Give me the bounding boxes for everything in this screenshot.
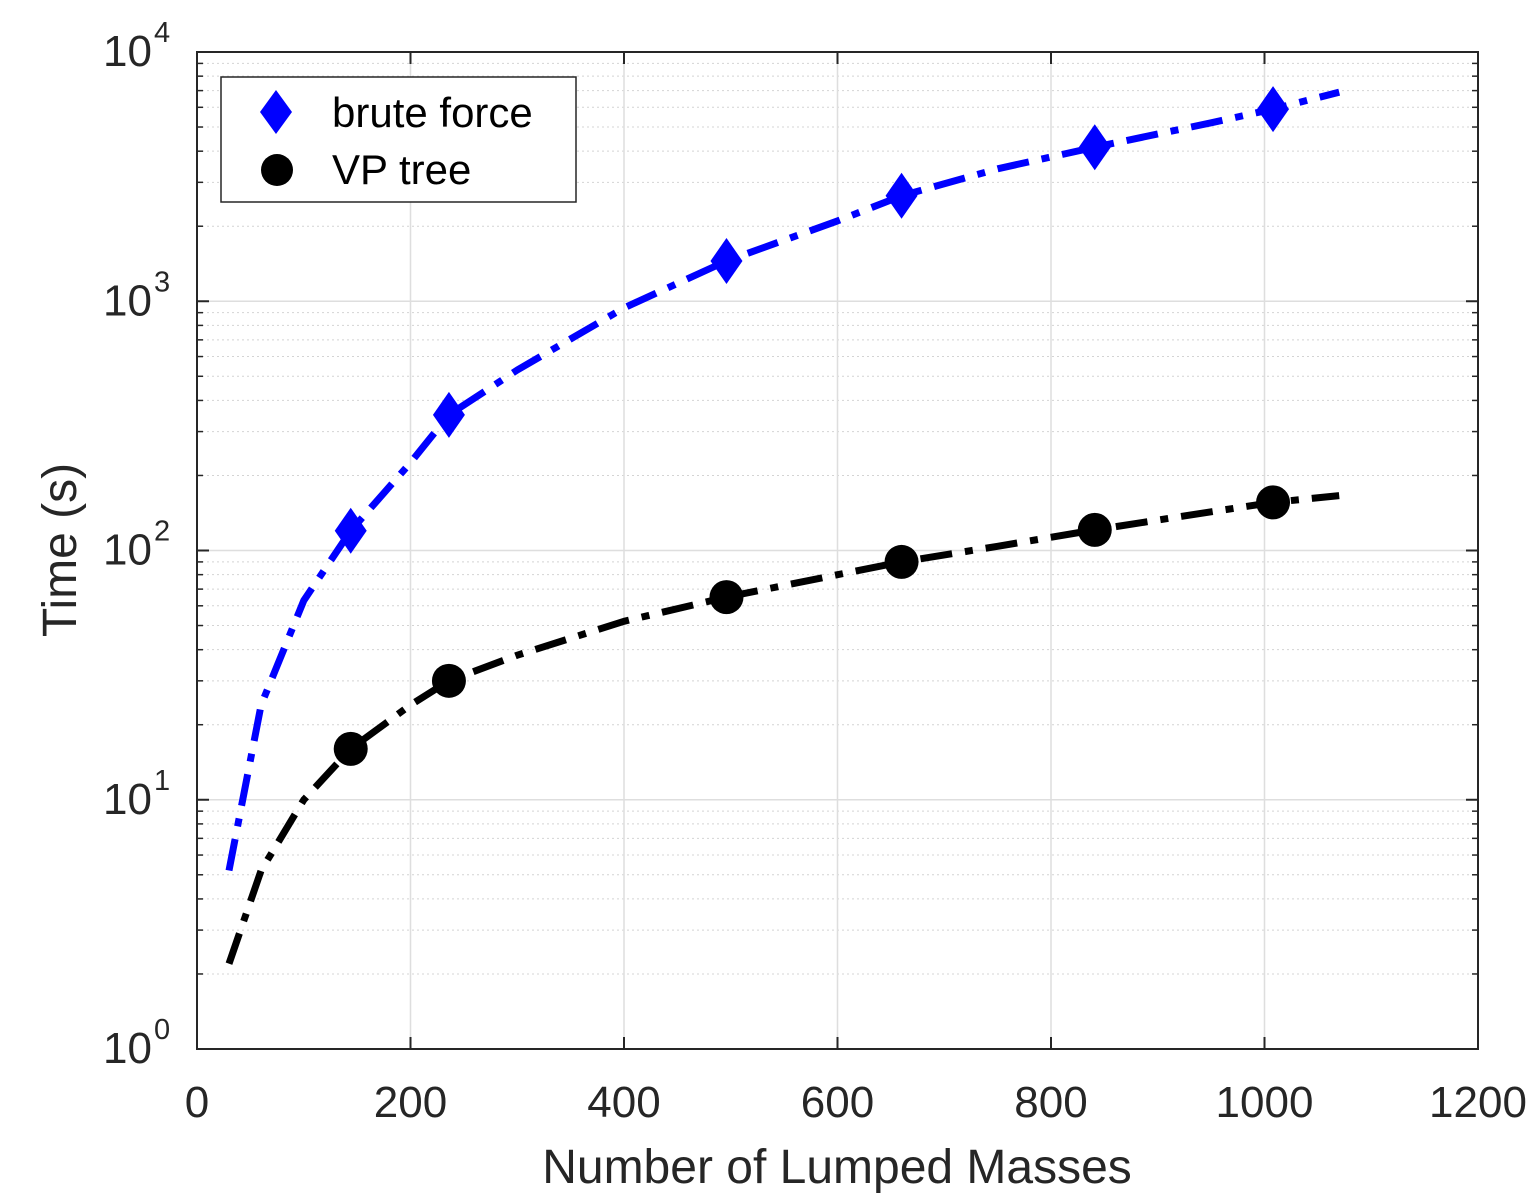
data-point-vp-tree (884, 544, 919, 579)
data-point-brute-force (1257, 86, 1290, 133)
y-tick-exponent: 1 (154, 765, 170, 797)
data-point-brute-force (334, 507, 367, 554)
legend-label-brute-force: brute force (332, 89, 533, 136)
x-tick-label: 600 (801, 1078, 874, 1127)
data-point-brute-force (1078, 124, 1111, 171)
y-axis-title: Time (s) (34, 463, 87, 637)
x-tick-label: 0 (185, 1078, 209, 1127)
x-axis-title: Number of Lumped Masses (542, 1141, 1132, 1194)
legend-label-vp-tree: VP tree (332, 146, 471, 193)
data-point-brute-force (885, 172, 918, 219)
data-point-brute-force (710, 238, 743, 285)
y-tick-exponent: 2 (154, 516, 170, 548)
legend: brute force VP tree (220, 76, 577, 203)
fit-lines (225, 88, 1341, 965)
y-tick-label: 10 (103, 1024, 152, 1073)
data-point-vp-tree (431, 663, 466, 698)
fit-line-series-0 (225, 88, 1341, 872)
x-tick-labels: 0 200 400 600 800 1000 1200 (185, 1078, 1527, 1127)
y-tick-label: 10 (103, 276, 152, 325)
y-tick-exponent: 0 (154, 1014, 170, 1046)
legend-marker-vp-tree (261, 154, 293, 186)
x-tick-label: 800 (1014, 1078, 1087, 1127)
y-tick-exponent: 3 (154, 266, 170, 298)
markers (333, 86, 1291, 766)
data-point-vp-tree (1256, 485, 1291, 520)
x-tick-label: 1200 (1429, 1078, 1527, 1127)
x-tick-label: 400 (587, 1078, 660, 1127)
data-point-vp-tree (1077, 512, 1112, 547)
y-tick-label: 10 (103, 27, 152, 76)
data-point-vp-tree (709, 580, 744, 615)
x-tick-label: 1000 (1216, 1078, 1314, 1127)
x-tick-label: 200 (374, 1078, 447, 1127)
tick-marks (196, 51, 1479, 1050)
y-tick-label: 10 (103, 775, 152, 824)
fit-line-series-1 (225, 492, 1340, 965)
legend-marker-brute-force (260, 90, 292, 134)
y-tick-label: 10 (103, 526, 152, 575)
data-point-brute-force (432, 391, 465, 438)
data-point-vp-tree (333, 731, 368, 766)
y-tick-exponent: 4 (154, 17, 170, 49)
